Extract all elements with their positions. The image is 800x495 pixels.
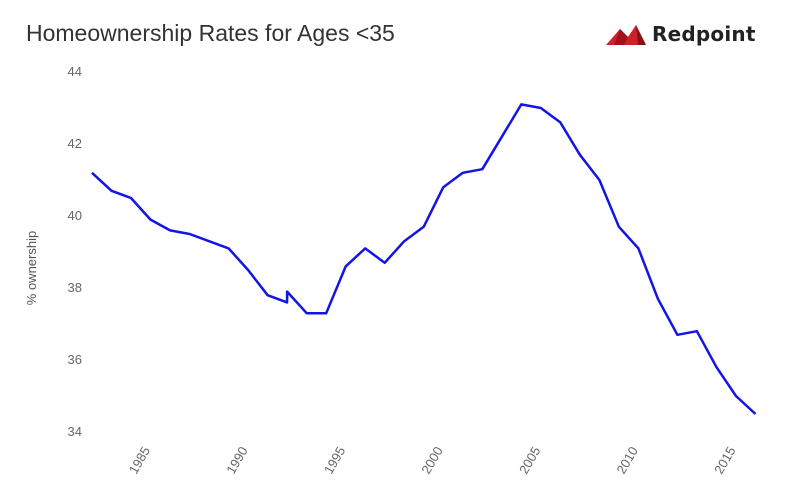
- series-line: [91, 103, 757, 415]
- x-tick-label: 2015: [711, 444, 738, 477]
- redpoint-mountain-icon: [606, 25, 646, 45]
- x-tick-label: 2010: [614, 444, 641, 477]
- y-axis-title: % ownership: [24, 231, 39, 305]
- x-tick-label: 1995: [321, 444, 348, 477]
- x-tick-label: 1990: [223, 444, 250, 477]
- x-axis-ticks: 1985 1990 1995 2000 2005 2010 2015: [126, 444, 739, 477]
- y-tick-label: 36: [68, 352, 82, 367]
- y-tick-label: 44: [68, 64, 82, 79]
- y-tick-label: 40: [68, 208, 82, 223]
- series-layer: [91, 103, 757, 415]
- y-axis-ticks: 34 36 38 40 42 44: [68, 64, 82, 439]
- y-tick-label: 38: [68, 280, 82, 295]
- x-tick-label: 1985: [126, 444, 153, 477]
- chart-title: Homeownership Rates for Ages <35: [26, 20, 395, 46]
- y-tick-label: 34: [68, 424, 82, 439]
- y-tick-label: 42: [68, 136, 82, 151]
- x-tick-label: 2005: [516, 444, 543, 477]
- redpoint-logo: Redpoint: [606, 22, 756, 46]
- x-tick-label: 2000: [418, 444, 445, 477]
- logo-text: Redpoint: [652, 22, 756, 46]
